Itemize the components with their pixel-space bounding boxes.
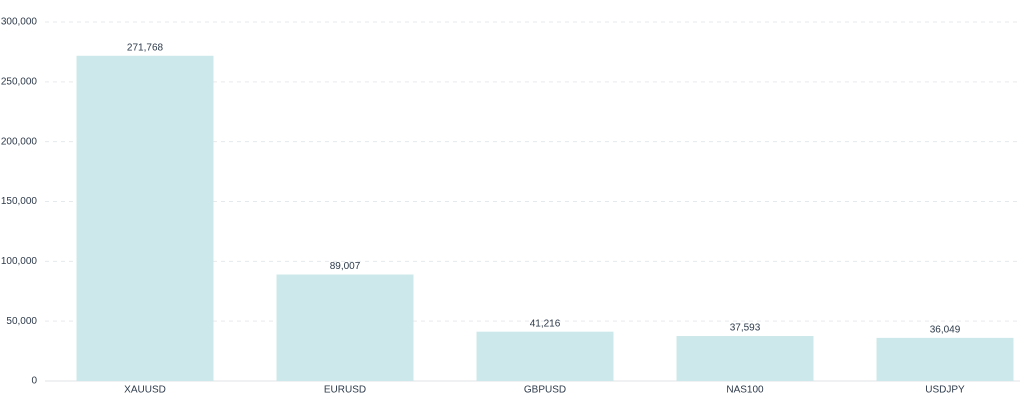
value-label: 41,216	[530, 318, 561, 329]
bar	[476, 331, 614, 381]
bar	[276, 274, 414, 381]
value-label: 37,593	[730, 323, 761, 334]
y-tick-label: 250,000	[1, 76, 38, 87]
y-tick-label: 50,000	[6, 316, 37, 327]
y-tick-label: 100,000	[1, 256, 38, 267]
y-tick-label: 200,000	[1, 136, 38, 147]
y-tick-label: 0	[31, 376, 37, 387]
x-tick-label: GBPUSD	[524, 385, 566, 396]
x-tick-label: EURUSD	[324, 385, 366, 396]
value-label: 36,049	[930, 325, 961, 336]
y-tick-label: 300,000	[1, 17, 38, 28]
value-label: 89,007	[330, 261, 361, 272]
bar	[876, 337, 1014, 381]
x-tick-label: USDJPY	[925, 385, 965, 396]
bar	[676, 336, 814, 381]
x-tick-label: XAUUSD	[124, 385, 166, 396]
bar	[76, 55, 214, 381]
y-tick-label: 150,000	[1, 196, 38, 207]
value-label: 271,768	[127, 42, 164, 53]
x-tick-label: NAS100	[726, 385, 764, 396]
